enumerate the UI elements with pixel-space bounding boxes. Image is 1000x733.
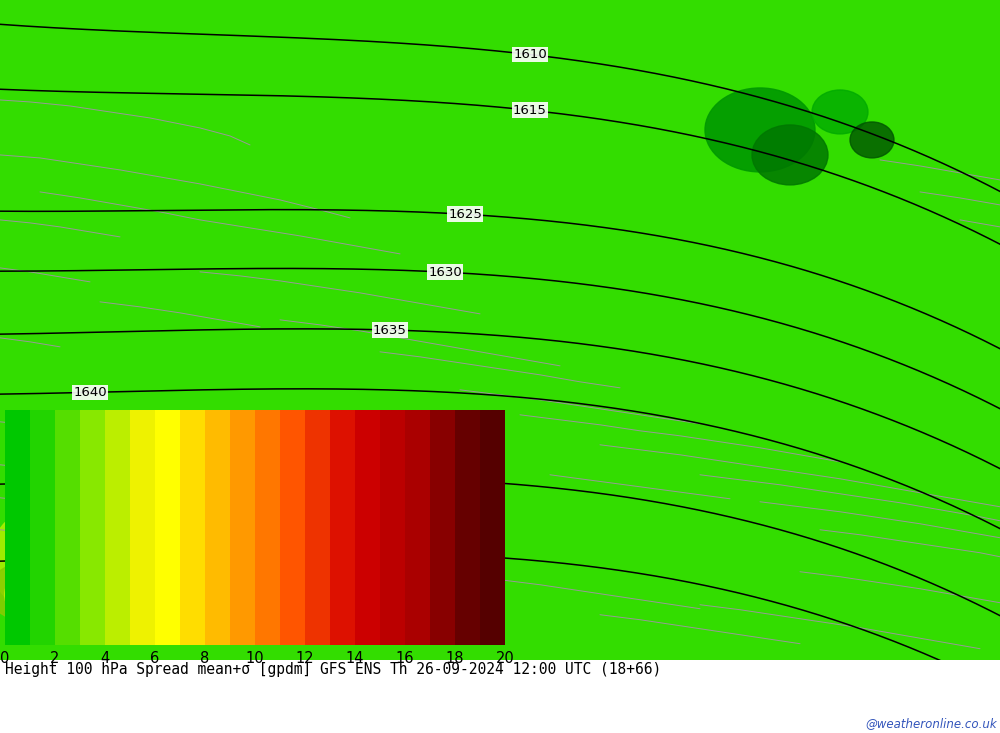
Bar (130, 410, 155, 645)
Ellipse shape (0, 500, 130, 619)
Bar (55, 410, 80, 645)
Text: 1610: 1610 (513, 48, 547, 61)
Bar (205, 410, 230, 645)
Ellipse shape (850, 122, 894, 158)
Text: 1650: 1650 (423, 548, 457, 561)
Text: 1630: 1630 (428, 265, 462, 279)
Bar (80, 410, 105, 645)
Bar (280, 410, 305, 645)
Text: @weatheronline.co.uk: @weatheronline.co.uk (865, 717, 997, 730)
Bar (330, 410, 355, 645)
Bar (105, 410, 130, 645)
Bar (430, 410, 455, 645)
Text: 1615: 1615 (513, 104, 547, 117)
Bar (155, 410, 180, 645)
Ellipse shape (812, 90, 868, 134)
Bar (480, 410, 505, 645)
Ellipse shape (5, 557, 95, 633)
Bar (380, 410, 405, 645)
Bar (355, 410, 380, 645)
Text: 1640: 1640 (73, 386, 107, 399)
Bar (230, 410, 255, 645)
Text: 1635: 1635 (373, 323, 407, 336)
Bar (255, 410, 280, 645)
Text: 1645: 1645 (423, 473, 457, 486)
Bar (305, 410, 330, 645)
Bar (405, 410, 430, 645)
Bar (180, 410, 205, 645)
Text: Height 100 hPa Spread mean+σ [gpdm] GFS ENS Th 26-09-2024 12:00 UTC (18+66): Height 100 hPa Spread mean+σ [gpdm] GFS … (5, 662, 661, 677)
Bar (30, 410, 55, 645)
Bar (5, 410, 30, 645)
Ellipse shape (0, 564, 50, 619)
Ellipse shape (705, 88, 815, 172)
Ellipse shape (752, 125, 828, 185)
Text: 1625: 1625 (448, 207, 482, 221)
Bar (455, 410, 480, 645)
